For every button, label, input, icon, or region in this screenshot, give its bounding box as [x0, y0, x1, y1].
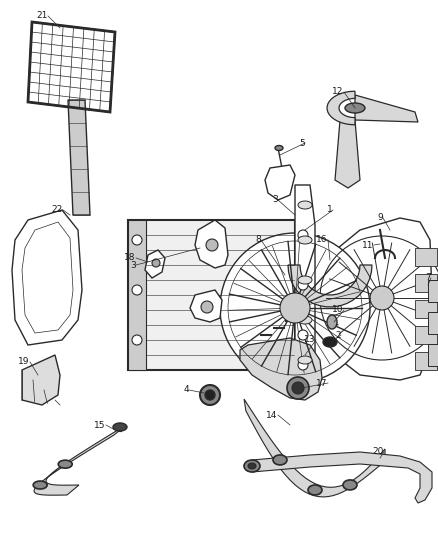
Ellipse shape	[206, 239, 218, 251]
Ellipse shape	[200, 385, 220, 405]
Text: 9: 9	[377, 214, 383, 222]
Bar	[128, 220, 312, 370]
Ellipse shape	[273, 455, 287, 465]
Polygon shape	[28, 22, 115, 112]
Polygon shape	[195, 220, 228, 268]
Text: 2: 2	[335, 330, 341, 340]
Bar	[415, 248, 437, 266]
Ellipse shape	[298, 201, 312, 209]
Polygon shape	[145, 250, 165, 278]
Text: 17: 17	[316, 378, 328, 387]
Polygon shape	[22, 355, 60, 405]
Polygon shape	[190, 290, 222, 322]
Text: 3: 3	[272, 196, 278, 205]
Ellipse shape	[298, 280, 308, 290]
Polygon shape	[335, 120, 360, 188]
Circle shape	[220, 233, 370, 383]
Polygon shape	[12, 210, 82, 345]
Polygon shape	[244, 399, 385, 497]
Ellipse shape	[205, 390, 215, 400]
Text: 1: 1	[327, 206, 333, 214]
Ellipse shape	[343, 480, 357, 490]
Text: 3: 3	[130, 261, 136, 270]
Ellipse shape	[201, 301, 213, 313]
Ellipse shape	[298, 330, 308, 340]
Circle shape	[370, 286, 394, 310]
Text: 4: 4	[183, 385, 189, 394]
Bar	[128, 220, 146, 370]
Polygon shape	[295, 185, 315, 380]
Text: 16: 16	[316, 236, 328, 245]
Bar	[294, 220, 312, 370]
Text: 20: 20	[372, 448, 384, 456]
Bar	[428, 312, 438, 334]
Polygon shape	[330, 218, 432, 380]
Bar	[428, 344, 438, 366]
Polygon shape	[34, 425, 126, 495]
Ellipse shape	[275, 146, 283, 150]
Ellipse shape	[58, 460, 72, 468]
Text: 22: 22	[51, 206, 63, 214]
Polygon shape	[355, 95, 418, 122]
Bar	[415, 352, 437, 370]
Bar	[415, 300, 437, 318]
Text: 10: 10	[332, 305, 344, 314]
Text: 12: 12	[332, 87, 344, 96]
Ellipse shape	[298, 230, 308, 240]
Ellipse shape	[132, 285, 142, 295]
Polygon shape	[265, 165, 295, 200]
Text: 21: 21	[36, 12, 48, 20]
Ellipse shape	[298, 356, 312, 364]
Ellipse shape	[308, 485, 322, 495]
Text: 7: 7	[425, 273, 431, 282]
Text: 13: 13	[304, 335, 316, 344]
Polygon shape	[288, 265, 372, 307]
Text: 14: 14	[266, 410, 278, 419]
Bar	[415, 326, 437, 344]
Ellipse shape	[298, 276, 312, 284]
Text: 15: 15	[94, 421, 106, 430]
Polygon shape	[252, 452, 432, 503]
Text: 5: 5	[299, 139, 305, 148]
Text: 19: 19	[18, 358, 30, 367]
Ellipse shape	[152, 259, 160, 267]
Ellipse shape	[298, 236, 312, 244]
Ellipse shape	[244, 460, 260, 472]
Ellipse shape	[132, 235, 142, 245]
Text: 11: 11	[362, 240, 374, 249]
Ellipse shape	[298, 360, 308, 370]
Ellipse shape	[113, 423, 127, 431]
Text: 18: 18	[124, 254, 136, 262]
Circle shape	[280, 293, 310, 323]
Ellipse shape	[298, 316, 312, 324]
Bar	[415, 274, 437, 292]
Polygon shape	[68, 100, 90, 215]
Ellipse shape	[287, 377, 309, 399]
Ellipse shape	[323, 337, 337, 347]
Text: 8: 8	[255, 236, 261, 245]
Ellipse shape	[132, 335, 142, 345]
Polygon shape	[240, 338, 322, 400]
Ellipse shape	[292, 382, 304, 394]
Bar	[428, 280, 438, 302]
Ellipse shape	[345, 103, 365, 113]
Ellipse shape	[33, 481, 47, 489]
Ellipse shape	[248, 463, 256, 469]
Polygon shape	[327, 91, 355, 125]
Ellipse shape	[327, 315, 337, 329]
